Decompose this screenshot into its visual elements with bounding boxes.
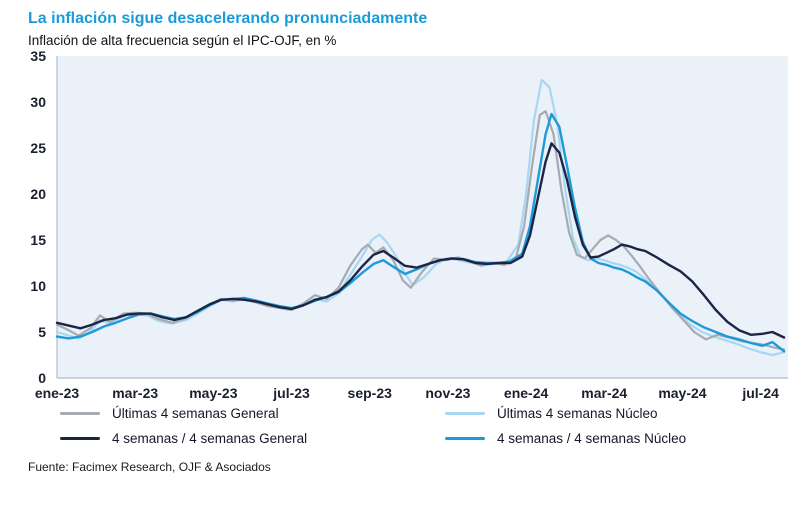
svg-text:35: 35 bbox=[30, 50, 46, 64]
legend-label: Últimas 4 semanas General bbox=[112, 406, 279, 421]
legend-item-ultimas-general: Últimas 4 semanas General bbox=[60, 406, 445, 421]
source-note: Fuente: Facimex Research, OJF & Asociado… bbox=[28, 460, 271, 474]
chart-legend: Últimas 4 semanas General Últimas 4 sema… bbox=[60, 406, 800, 446]
legend-marker-gray bbox=[60, 412, 100, 415]
line-chart: 0 5 10 15 20 25 30 35 ene-23 mar-23 may-23 jul-23 se… bbox=[30, 50, 788, 401]
legend-marker-brightblue bbox=[445, 437, 485, 440]
svg-text:10: 10 bbox=[30, 278, 46, 294]
svg-text:may-24: may-24 bbox=[658, 385, 706, 401]
legend-label: 4 semanas / 4 semanas Núcleo bbox=[497, 431, 687, 446]
svg-text:20: 20 bbox=[30, 186, 46, 202]
page-title: La inflación sigue desacelerando pronunc… bbox=[28, 10, 428, 27]
legend-item-ultimas-nucleo: Últimas 4 semanas Núcleo bbox=[445, 406, 800, 421]
svg-text:15: 15 bbox=[30, 232, 46, 248]
svg-text:sep-23: sep-23 bbox=[348, 385, 393, 401]
legend-marker-navy bbox=[60, 437, 100, 440]
legend-item-4sem-nucleo: 4 semanas / 4 semanas Núcleo bbox=[445, 431, 800, 446]
chart-subtitle: Inflación de alta frecuencia según el IP… bbox=[28, 33, 337, 48]
svg-text:jul-23: jul-23 bbox=[272, 385, 310, 401]
legend-marker-lightblue bbox=[445, 412, 485, 415]
svg-text:jul-24: jul-24 bbox=[741, 385, 779, 401]
svg-text:nov-23: nov-23 bbox=[425, 385, 470, 401]
legend-item-4sem-general: 4 semanas / 4 semanas General bbox=[60, 431, 445, 446]
svg-text:may-23: may-23 bbox=[189, 385, 237, 401]
svg-text:mar-24: mar-24 bbox=[581, 385, 627, 401]
svg-text:ene-23: ene-23 bbox=[35, 385, 80, 401]
svg-text:25: 25 bbox=[30, 140, 46, 156]
legend-label: Últimas 4 semanas Núcleo bbox=[497, 406, 658, 421]
legend-label: 4 semanas / 4 semanas General bbox=[112, 431, 308, 446]
svg-text:30: 30 bbox=[30, 94, 46, 110]
svg-text:5: 5 bbox=[38, 324, 46, 340]
svg-text:0: 0 bbox=[38, 370, 46, 386]
chart-page: La inflación sigue desacelerando pronunc… bbox=[0, 10, 800, 517]
svg-text:ene-24: ene-24 bbox=[504, 385, 549, 401]
svg-text:mar-23: mar-23 bbox=[112, 385, 158, 401]
